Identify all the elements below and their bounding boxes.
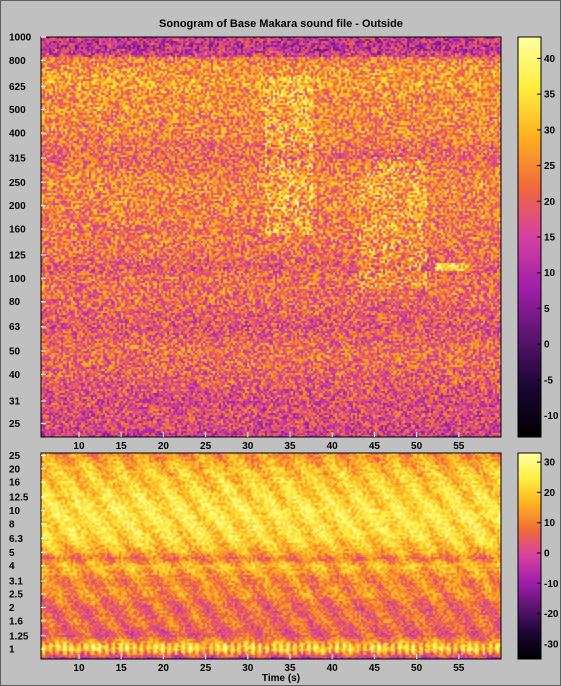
y-tick-label: 63 — [9, 322, 21, 333]
colorbar-tick-label: 10 — [544, 268, 556, 279]
y-tick-label: 31 — [9, 397, 21, 408]
x-tick-label: 55 — [453, 663, 465, 674]
colorbar-tick-label: -30 — [544, 639, 559, 650]
x-tick-label: 40 — [327, 663, 339, 674]
y-tick-label: 1000 — [9, 33, 32, 44]
y-tick-label: 25 — [9, 451, 21, 462]
x-tick-label: 20 — [158, 441, 170, 452]
y-tick-label: 2.5 — [9, 590, 23, 601]
x-tick-label: 10 — [73, 441, 85, 452]
colorbar-tick-label: 20 — [544, 197, 556, 208]
colorbar-tick-label: 0 — [544, 340, 550, 351]
y-tick-label: 10 — [9, 506, 21, 517]
x-tick-label: 45 — [369, 663, 381, 674]
x-tick-label: 10 — [73, 663, 85, 674]
y-tick-label: 200 — [9, 201, 26, 212]
y-tick-label: 80 — [9, 297, 21, 308]
y-tick-label: 500 — [9, 105, 26, 116]
colorbar-tick-label: 0 — [544, 548, 550, 559]
y-tick-label: 3.1 — [9, 577, 23, 588]
colorbar-tick-label: 30 — [544, 458, 556, 469]
colorbar-tick-label: 25 — [544, 161, 556, 172]
y-tick-label: 50 — [9, 346, 21, 357]
y-tick-label: 400 — [9, 129, 26, 140]
x-tick-label: 35 — [284, 663, 296, 674]
colorbar-tick-label: 15 — [544, 233, 556, 244]
colorbar-tick-label: 40 — [544, 54, 556, 65]
x-tick-label: 15 — [116, 441, 128, 452]
x-tick-label: 45 — [369, 441, 381, 452]
x-tick-label: 40 — [327, 441, 339, 452]
y-tick-label: 40 — [9, 370, 21, 381]
y-tick-label: 625 — [9, 82, 26, 93]
colorbar-tick-label: -10 — [544, 411, 559, 422]
y-tick-label: 1 — [9, 645, 15, 656]
y-tick-label: 25 — [9, 419, 21, 430]
x-tick-label: 50 — [411, 441, 423, 452]
x-tick-label: 25 — [200, 663, 212, 674]
y-tick-label: 1.25 — [9, 631, 29, 642]
x-tick-label: 25 — [200, 441, 212, 452]
x-tick-label: 50 — [411, 663, 423, 674]
x-tick-label: 15 — [116, 663, 128, 674]
y-tick-label: 1.6 — [9, 616, 23, 627]
chart-layer: 1000800625500400315250200160125100806350… — [9, 33, 559, 675]
colorbar-tick-label: 10 — [544, 518, 556, 529]
y-tick-label: 160 — [9, 225, 26, 236]
x-tick-label: 35 — [284, 441, 296, 452]
x-tick-label: 55 — [453, 441, 465, 452]
lower-heatmap — [41, 453, 501, 659]
y-tick-label: 100 — [9, 274, 26, 285]
chart-title: Sonogram of Base Makara sound file - Out… — [159, 18, 403, 30]
y-tick-label: 315 — [9, 154, 26, 165]
y-tick-label: 5 — [9, 548, 15, 559]
y-tick-label: 125 — [9, 250, 26, 261]
colorbar-tick-label: -20 — [544, 609, 559, 620]
y-tick-label: 20 — [9, 464, 21, 475]
y-tick-label: 250 — [9, 178, 26, 189]
y-tick-label: 12.5 — [9, 493, 29, 504]
colorbar-tick-label: 5 — [544, 304, 550, 315]
colorbar-tick-label: -5 — [544, 375, 553, 386]
colorbar-tick-label: 20 — [544, 488, 556, 499]
colorbar-tick-label: 35 — [544, 90, 556, 101]
colorbar-tick-label: 30 — [544, 125, 556, 136]
y-tick-label: 800 — [9, 56, 26, 67]
y-tick-label: 8 — [9, 519, 15, 530]
x-tick-label: 30 — [242, 663, 254, 674]
x-tick-label: 20 — [158, 663, 170, 674]
y-tick-label: 4 — [9, 561, 15, 572]
x-tick-label: 30 — [242, 441, 254, 452]
y-tick-label: 6.3 — [9, 534, 23, 545]
upper-heatmap — [41, 37, 501, 437]
x-axis-label: Time (s) — [262, 673, 300, 684]
colorbar-tick-label: -10 — [544, 579, 559, 590]
y-tick-label: 2 — [9, 603, 15, 614]
y-tick-label: 16 — [9, 478, 21, 489]
lower-colorbar — [518, 453, 541, 659]
